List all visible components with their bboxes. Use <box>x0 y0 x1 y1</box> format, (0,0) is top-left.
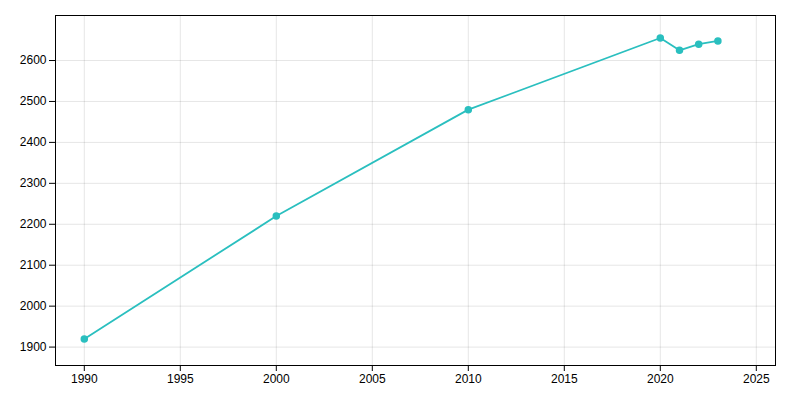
svg-text:2020: 2020 <box>647 372 674 386</box>
svg-text:2300: 2300 <box>20 176 47 190</box>
svg-text:2200: 2200 <box>20 217 47 231</box>
svg-text:2015: 2015 <box>551 372 578 386</box>
svg-text:2000: 2000 <box>263 372 290 386</box>
svg-text:1990: 1990 <box>71 372 98 386</box>
svg-text:2400: 2400 <box>20 135 47 149</box>
svg-text:2000: 2000 <box>20 299 47 313</box>
svg-text:1900: 1900 <box>20 340 47 354</box>
svg-text:2005: 2005 <box>359 372 386 386</box>
svg-text:2500: 2500 <box>20 94 47 108</box>
svg-text:1995: 1995 <box>167 372 194 386</box>
svg-text:2010: 2010 <box>455 372 482 386</box>
svg-text:2600: 2600 <box>20 53 47 67</box>
svg-text:2025: 2025 <box>743 372 770 386</box>
svg-text:2100: 2100 <box>20 258 47 272</box>
